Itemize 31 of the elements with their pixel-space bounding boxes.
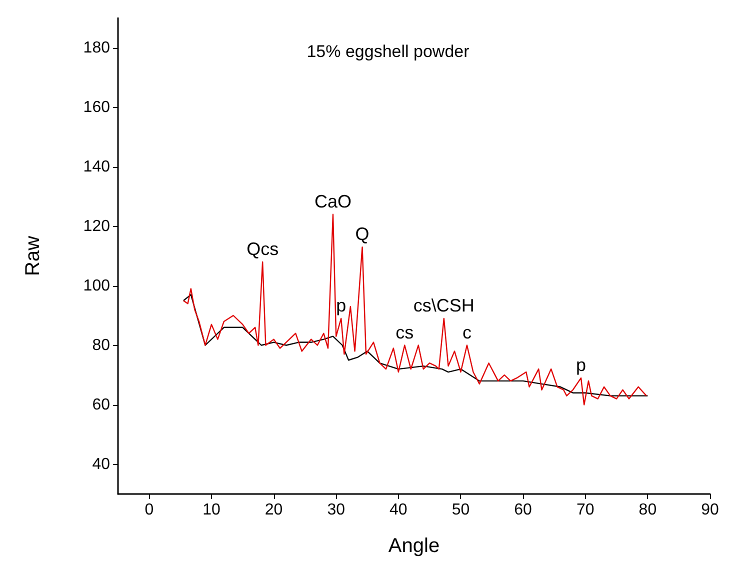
x-tick-label: 90: [701, 502, 719, 518]
y-tick-label: 120: [83, 218, 110, 235]
x-tick-label: 0: [144, 502, 154, 518]
line-series: [182, 214, 648, 406]
annotation: Qcs: [246, 238, 279, 259]
y-tick-label: 60: [92, 396, 110, 414]
x-tick-label: 70: [576, 502, 594, 518]
x-tick-label: 50: [452, 502, 470, 518]
y-tick-label: 160: [83, 98, 110, 116]
x-tick-label: 40: [390, 502, 408, 518]
text: 15% eggshell powder: [306, 42, 470, 61]
y-tick-label: 40: [92, 456, 110, 473]
y-tick-label: 100: [83, 277, 110, 294]
annotation: cs: [396, 322, 414, 342]
y-tick-label: 140: [83, 158, 110, 176]
y-axis-title: Raw: [22, 235, 44, 276]
annotation: p: [576, 354, 586, 375]
x-tick-label: 10: [202, 502, 220, 518]
line-series: [182, 294, 648, 396]
x-tick-label: 60: [514, 502, 532, 518]
x-axis-title: Angle: [388, 535, 440, 557]
annotation: c: [462, 322, 472, 342]
x-tick-label: 20: [264, 502, 283, 518]
y-tick-label: 80: [92, 336, 110, 354]
annotation: cs\CSH: [413, 295, 474, 316]
y-tick-label: 180: [83, 39, 110, 56]
annotation: p: [336, 295, 346, 316]
annotation: CaO: [314, 191, 352, 212]
x-tick-label: 80: [638, 502, 657, 518]
x-tick-label: 30: [327, 502, 346, 518]
annotation: Q: [355, 224, 370, 244]
